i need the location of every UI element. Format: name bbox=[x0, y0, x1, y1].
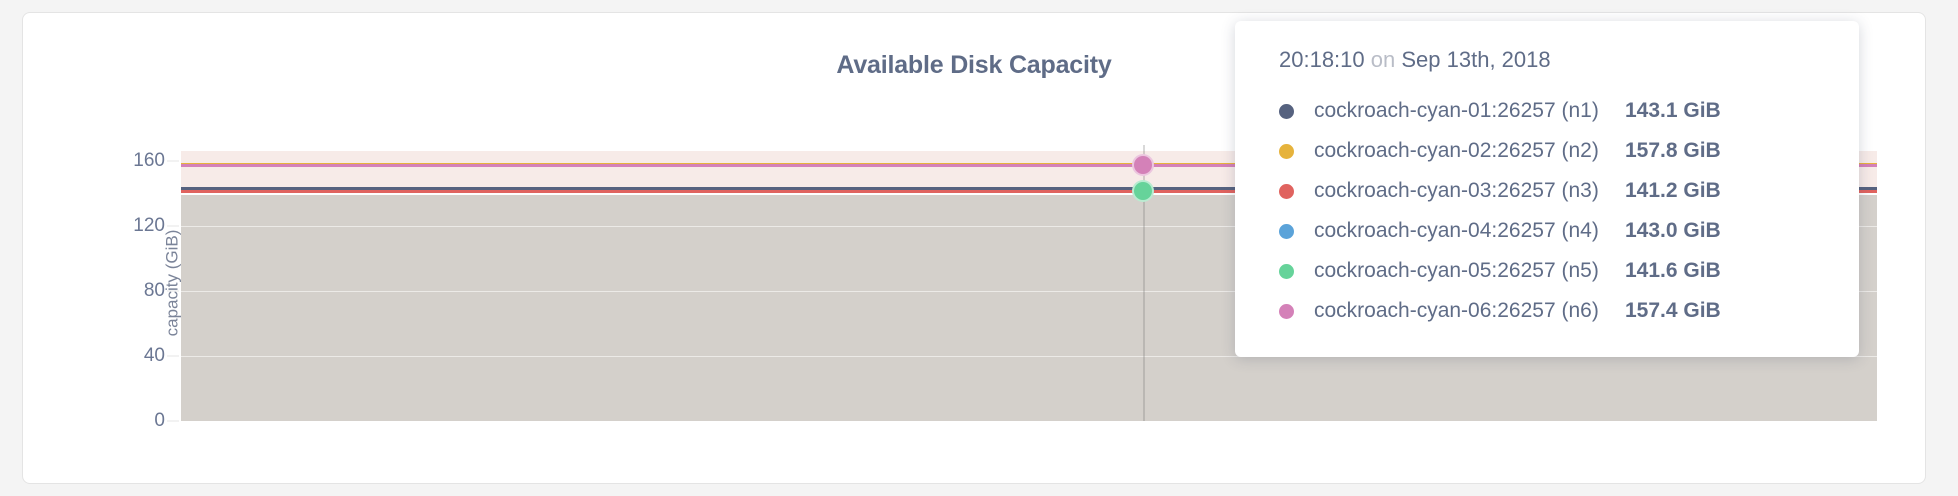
tooltip-series-name: cockroach-cyan-04:26257 (n4) bbox=[1314, 219, 1599, 242]
y-tick-label: 160 bbox=[133, 150, 165, 172]
gridline-horizontal bbox=[181, 291, 1877, 293]
gridline-horizontal bbox=[181, 356, 1877, 358]
tooltip-series-value: 141.6 GiB bbox=[1625, 259, 1721, 282]
y-tick-mark bbox=[167, 290, 179, 292]
y-tick-label: 80 bbox=[143, 280, 165, 302]
tooltip-row: cockroach-cyan-03:26257 (n3) 141.2 GiB bbox=[1279, 171, 1825, 211]
tooltip-time: 20:18:10 bbox=[1279, 47, 1365, 72]
series-line-n1 bbox=[181, 187, 1877, 191]
tooltip-series-value: 157.8 GiB bbox=[1625, 139, 1721, 162]
tooltip-series-value: 157.4 GiB bbox=[1625, 299, 1721, 322]
tooltip-series-value: 143.0 GiB bbox=[1625, 219, 1721, 242]
series-line-n6 bbox=[181, 163, 1877, 167]
y-axis-label: capacity (GiB) bbox=[162, 229, 182, 337]
legend-dot-icon bbox=[1279, 183, 1294, 199]
tooltip-row: cockroach-cyan-04:26257 (n4) 143.0 GiB bbox=[1279, 211, 1825, 251]
tooltip-on-word: on bbox=[1370, 47, 1396, 72]
tooltip-date: Sep 13th, 2018 bbox=[1401, 47, 1551, 72]
tooltip-series-name: cockroach-cyan-05:26257 (n5) bbox=[1314, 259, 1599, 282]
tooltip-series-value: 143.1 GiB bbox=[1625, 99, 1721, 122]
legend-dot-icon bbox=[1279, 103, 1294, 119]
tooltip-rows: cockroach-cyan-01:26257 (n1) 143.1 GiB coc… bbox=[1279, 91, 1825, 331]
chart-title: Available Disk Capacity bbox=[836, 51, 1112, 79]
hover-tooltip: 20:18:10 on Sep 13th, 2018 cockroach-cya… bbox=[1235, 21, 1859, 357]
chart-card: Available Disk Capacity capacity (GiB) 1… bbox=[22, 12, 1926, 484]
legend-dot-icon bbox=[1279, 303, 1294, 319]
tooltip-series-name: cockroach-cyan-03:26257 (n3) bbox=[1314, 179, 1599, 202]
y-tick-label: 120 bbox=[133, 215, 165, 237]
tooltip-row: cockroach-cyan-05:26257 (n5) 141.6 GiB bbox=[1279, 251, 1825, 291]
tooltip-series-name: cockroach-cyan-02:26257 (n2) bbox=[1314, 139, 1599, 162]
tooltip-series-name: cockroach-cyan-06:26257 (n6) bbox=[1314, 299, 1599, 322]
legend-dot-icon bbox=[1279, 223, 1294, 239]
tooltip-row: cockroach-cyan-06:26257 (n6) 157.4 GiB bbox=[1279, 291, 1825, 331]
tooltip-row: cockroach-cyan-01:26257 (n1) 143.1 GiB bbox=[1279, 91, 1825, 131]
y-tick-label: 40 bbox=[143, 345, 165, 367]
y-tick-mark bbox=[167, 160, 179, 162]
hover-cursor-line bbox=[1142, 145, 1145, 421]
hover-marker-n5 bbox=[1131, 180, 1154, 203]
hover-marker-n6 bbox=[1131, 154, 1154, 177]
y-tick-label: 0 bbox=[154, 410, 165, 431]
gridline-horizontal bbox=[181, 226, 1877, 228]
tooltip-header: 20:18:10 on Sep 13th, 2018 bbox=[1279, 47, 1825, 73]
legend-dot-icon bbox=[1279, 263, 1294, 279]
tooltip-row: cockroach-cyan-02:26257 (n2) 157.8 GiB bbox=[1279, 131, 1825, 171]
series-line-n3 bbox=[181, 190, 1877, 194]
tooltip-series-value: 141.2 GiB bbox=[1625, 179, 1721, 202]
tooltip-series-name: cockroach-cyan-01:26257 (n1) bbox=[1314, 99, 1599, 122]
legend-dot-icon bbox=[1279, 143, 1294, 159]
y-tick-mark bbox=[167, 225, 179, 227]
y-tick-mark bbox=[167, 420, 179, 422]
y-tick-mark bbox=[167, 355, 179, 357]
